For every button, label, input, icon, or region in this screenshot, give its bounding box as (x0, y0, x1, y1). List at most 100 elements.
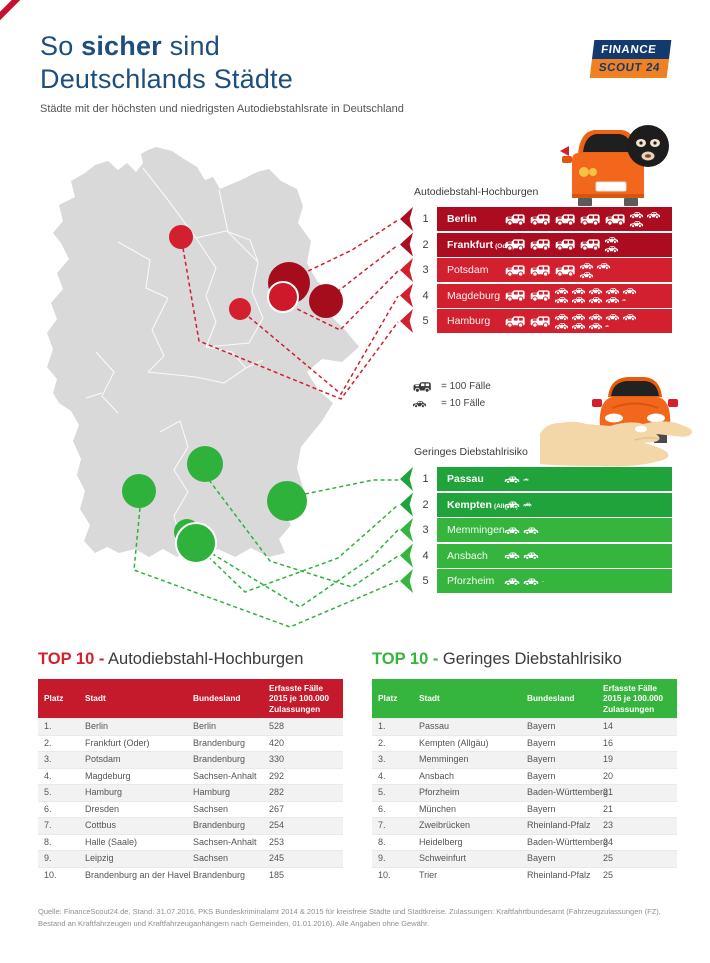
city-dot (122, 474, 156, 508)
table-cell: Baden-Württemberg (527, 836, 609, 847)
rank-number: 1 (414, 467, 437, 491)
van-icon (580, 239, 600, 251)
table-cell: 254 (269, 820, 285, 831)
van-icon (505, 264, 525, 277)
car-pictograms (504, 313, 637, 330)
table-row: 9. Schweinfurt Bayern 25 (372, 850, 677, 867)
table-cell: Trier (419, 869, 438, 880)
row-bar: Pforzheim (437, 569, 672, 593)
table-cell: Bayern (527, 737, 556, 748)
list-row: 3 Potsdam (400, 258, 672, 282)
title-part: So (40, 31, 82, 61)
table-cell: Pforzheim (419, 787, 460, 798)
table-cell: 528 (269, 721, 285, 732)
car-icon (571, 297, 586, 304)
table-cell: 21 (603, 803, 614, 814)
city-dot (268, 262, 310, 304)
legend-small-label: = 10 Fälle (441, 398, 486, 409)
car-pictograms (504, 526, 539, 535)
table-title-rest: Geringes Diebstahlrisiko (438, 650, 622, 668)
header-cell: Bundesland (527, 693, 575, 704)
table-cell: Ansbach (419, 770, 455, 781)
safe-ranking-rows: 1 Passau 2 Kempten(Allgäu) 3 Memmingen 4 Ansbac… (400, 467, 672, 593)
table-cell: Kempten (Allgäu) (419, 737, 489, 748)
table-cell: 16 (603, 737, 614, 748)
car-icon (629, 220, 644, 228)
fingertip (635, 425, 647, 433)
table-cell: München (419, 803, 457, 814)
table-cell: 9. (44, 853, 52, 864)
city-label: Ansbach (447, 549, 488, 562)
table-cell: Sachsen-Anhalt (193, 770, 257, 781)
footer-source: Quelle: FinanceScout24.de, Stand: 31.07.… (38, 907, 661, 928)
car-icon (571, 313, 586, 321)
license-plate (595, 181, 627, 192)
car-pictograms (504, 287, 637, 304)
row-bar: Passau (437, 467, 672, 491)
partial-car-icon (523, 475, 529, 484)
rank-number: 5 (414, 569, 437, 593)
legend-small-car-icon (412, 400, 434, 408)
table-cell: Passau (419, 721, 450, 732)
car-icon (504, 526, 520, 535)
table-cell: Schweinfurt (419, 853, 467, 864)
city-label: Frankfurt (Oder) (447, 238, 515, 251)
safe-ranking: Geringes Diebstahlrisiko 1 Passau 2 Kempten… (400, 446, 672, 595)
car-icon (523, 477, 529, 481)
city-label: Magdeburg (447, 289, 501, 302)
table-cell: Bayern (527, 754, 556, 765)
van-icon (530, 213, 550, 226)
city-dot (175, 522, 217, 564)
van-icon (530, 290, 550, 302)
table-row: 4. Magdeburg Sachsen-Anhalt 292 (38, 767, 343, 785)
van-icon (555, 264, 575, 277)
van-icon (530, 239, 550, 251)
list-row: 1 Berlin (400, 207, 672, 231)
title-line2: Deutschlands Städte (40, 63, 293, 94)
city-label: Hamburg (447, 315, 491, 327)
wheel (578, 198, 592, 206)
header-cell: Stadt (419, 693, 440, 704)
city-label: Pforzheim (447, 575, 495, 587)
car-icon (588, 297, 603, 304)
car-icon (605, 313, 620, 321)
header-cell: Platz (44, 693, 64, 704)
table-row: 10. Brandenburg an der Havel Brandenburg 18… (38, 866, 343, 884)
top10-safe-table: TOP 10 - Geringes Diebstahlrisiko Platz S… (372, 650, 677, 883)
table-row: 5. Pforzheim Baden-Württemberg 21 (372, 784, 677, 801)
header-cell: Bundesland (193, 693, 241, 704)
table-title: TOP 10 - Geringes Diebstahlrisiko (372, 650, 677, 669)
table-cell: 20 (603, 770, 614, 781)
car-icon (604, 246, 619, 253)
car-icon (646, 211, 661, 219)
header: So sicher sind Deutschlands Städte Städt… (40, 30, 404, 115)
table-row: 3. Memmingen Bayern 19 (372, 751, 677, 768)
legend-big-car-icon (412, 381, 434, 393)
table-cell: 14 (603, 721, 614, 732)
row-arrow-icon (400, 232, 413, 257)
city-dot (174, 519, 200, 545)
mirror-accent (560, 146, 569, 156)
table-cell: 292 (269, 770, 285, 781)
car-icon (523, 502, 532, 507)
car-icon (523, 552, 539, 560)
pictogram-legend: = 100 Fälle = 10 Fälle (412, 378, 491, 412)
table-header: Platz Stadt Bundesland Erfasste Fälle 2015 … (38, 679, 343, 719)
van-icon (580, 213, 600, 226)
row-bar: Memmingen (437, 518, 672, 542)
car-icon (604, 237, 619, 244)
theft-ranking: Autodiebstahl-Hochburgen 1 Berlin 2 Frankfu… (400, 186, 672, 335)
table-cell: Baden-Württemberg (527, 787, 609, 798)
car-icon (554, 297, 569, 304)
table-cell: 282 (269, 787, 285, 798)
table-cell: 4. (378, 770, 386, 781)
table-cell: 6. (44, 803, 52, 814)
state-borders (85, 167, 264, 542)
header-cell: Stadt (85, 693, 106, 704)
car-pictograms (504, 475, 529, 484)
car-icon (605, 297, 620, 304)
row-bar: Kempten(Allgäu) (437, 492, 672, 517)
car-icon (554, 288, 569, 295)
table-cell: Hamburg (193, 787, 231, 798)
table-row: 6. München Bayern 21 (372, 800, 677, 818)
